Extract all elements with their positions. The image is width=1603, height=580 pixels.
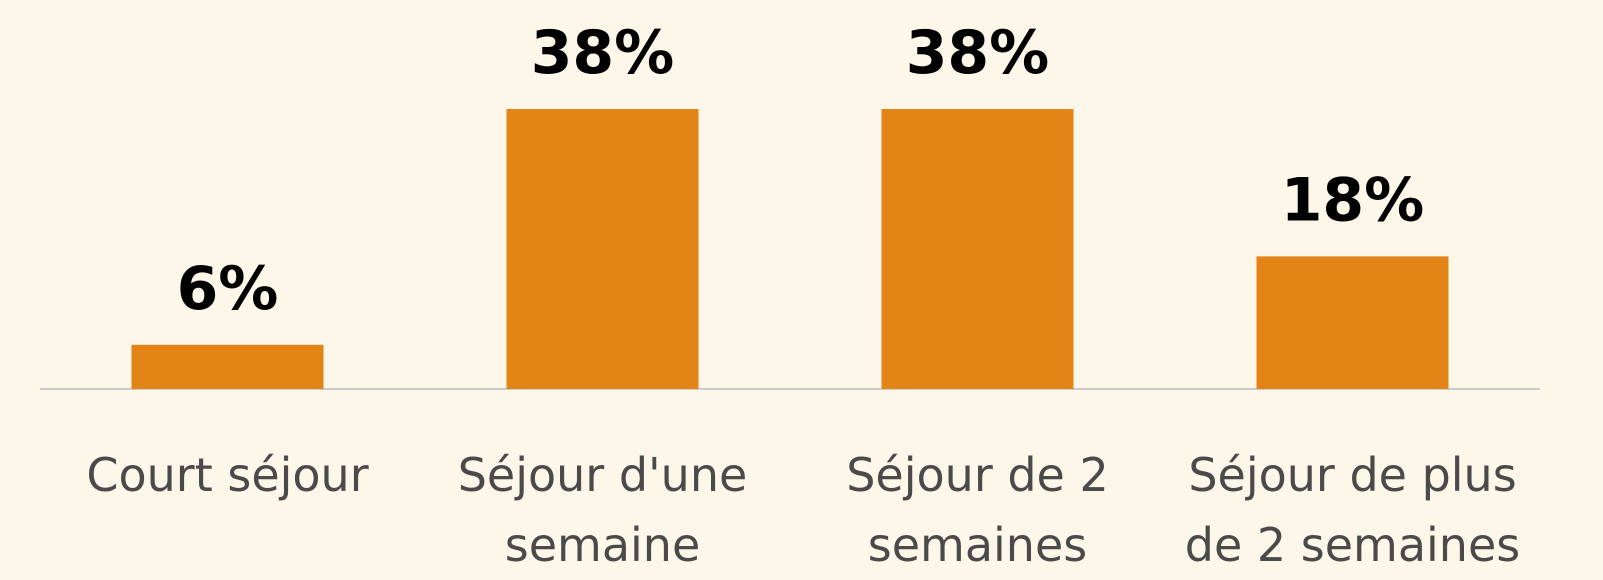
value-label: 38% [531,18,675,88]
x-tick-label: Séjour de 2 semaines [846,448,1109,572]
x-tick-label: Séjour d'une semaine [457,448,748,572]
bar [1256,256,1449,389]
value-label: 18% [1281,165,1425,235]
bar [881,109,1074,389]
value-label: 38% [906,18,1050,88]
bar [506,109,699,389]
x-tick-label: Court séjour [86,448,369,502]
bar [131,344,324,389]
x-tick-label: Séjour de plus de 2 semaines [1184,448,1521,572]
value-label: 6% [177,254,279,324]
